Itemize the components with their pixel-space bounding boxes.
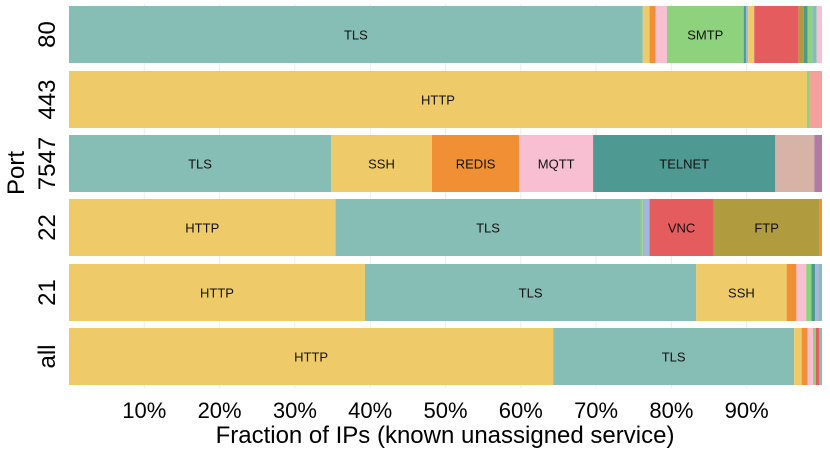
bar-segment-22-vnc bbox=[649, 199, 714, 256]
bar-segment-22-ftp bbox=[713, 199, 820, 256]
segment-label: VNC bbox=[668, 221, 695, 236]
row-label-21: 21 bbox=[34, 279, 61, 306]
bar-segment-21-4 bbox=[796, 264, 807, 321]
x-tick-label: 70% bbox=[574, 398, 618, 423]
segment-label: TLS bbox=[188, 157, 212, 172]
bar-segment-21-http bbox=[69, 264, 365, 321]
bar-segment-80-10 bbox=[803, 6, 808, 63]
x-tick-label: 90% bbox=[725, 398, 769, 423]
bar-segment-7547-tls bbox=[69, 135, 332, 192]
bar-segment-7547-6 bbox=[814, 135, 822, 192]
bar-segment-all-4 bbox=[807, 328, 813, 385]
bar-segment-21-5 bbox=[806, 264, 812, 321]
bar-segment-all-http bbox=[69, 328, 554, 385]
bar-segment-7547-5 bbox=[775, 135, 815, 192]
bar-segment-80-2 bbox=[649, 6, 656, 63]
bar-segment-all-5 bbox=[812, 328, 816, 385]
bar-segment-80-13 bbox=[816, 6, 822, 63]
segment-label: HTTP bbox=[294, 350, 328, 365]
bar-segment-7547-mqtt bbox=[519, 135, 594, 192]
segment-label: REDIS bbox=[456, 157, 496, 172]
segment-label: TELNET bbox=[659, 157, 709, 172]
x-tick-label: 60% bbox=[499, 398, 543, 423]
bar-row-443: HTTP bbox=[69, 71, 822, 128]
bar-segment-7547-redis bbox=[431, 135, 520, 192]
x-tick-label: 20% bbox=[198, 398, 242, 423]
grid-layer bbox=[143, 4, 748, 388]
bar-segment-80-6 bbox=[745, 6, 749, 63]
bar-segment-21-3 bbox=[786, 264, 797, 321]
row-label-all: all bbox=[34, 344, 61, 368]
row-label-22: 22 bbox=[34, 214, 61, 241]
x-tick-label: 10% bbox=[122, 398, 166, 423]
x-tick-labels: 10% 20% 30% 40% 50% 60% 70% 80% 90% bbox=[122, 398, 768, 423]
x-tick-label: 30% bbox=[273, 398, 317, 423]
row-label-7547: 7547 bbox=[34, 137, 61, 190]
bar-segment-22-http bbox=[69, 199, 336, 256]
bar-segment-22-2 bbox=[640, 199, 643, 256]
bar-segment-80-7 bbox=[748, 6, 755, 63]
bar-row-7547: TLS SSH REDIS MQTT TELNET bbox=[69, 135, 822, 192]
bar-segment-all-6 bbox=[815, 328, 819, 385]
bar-segment-80-11 bbox=[807, 6, 813, 63]
bar-segment-all-tls bbox=[553, 328, 795, 385]
row-label-443: 443 bbox=[34, 79, 61, 119]
row-labels-layer: 80 443 7547 22 21 all bbox=[34, 21, 61, 368]
bar-segment-22-tls bbox=[335, 199, 641, 256]
x-axis-title: Fraction of IPs (known unassigned servic… bbox=[216, 422, 675, 449]
bar-segment-80-tls bbox=[69, 6, 643, 63]
bar-segment-80-3 bbox=[655, 6, 667, 63]
segment-label: SSH bbox=[728, 286, 755, 301]
segment-label: FTP bbox=[754, 221, 779, 236]
bar-segment-21-7 bbox=[815, 264, 819, 321]
bar-segment-443-1 bbox=[806, 71, 810, 128]
bar-segment-21-8 bbox=[818, 264, 822, 321]
bar-segment-80-12 bbox=[812, 6, 817, 63]
bar-segment-80-9 bbox=[798, 6, 804, 63]
segment-label: TLS bbox=[519, 286, 543, 301]
bar-segment-21-tls bbox=[364, 264, 697, 321]
segment-label: SMTP bbox=[687, 28, 723, 43]
y-axis-title: Port bbox=[3, 151, 30, 195]
segment-label: SSH bbox=[368, 157, 395, 172]
bar-segment-all-3 bbox=[801, 328, 808, 385]
bar-row-80: TLS SMTP bbox=[69, 6, 822, 63]
segment-label: TLS bbox=[662, 350, 686, 365]
bar-segment-7547-ssh bbox=[331, 135, 432, 192]
segment-label: MQTT bbox=[538, 157, 575, 172]
row-label-80: 80 bbox=[34, 21, 61, 48]
segment-label: TLS bbox=[344, 28, 368, 43]
bar-segment-80-smtp bbox=[666, 6, 744, 63]
segment-label: HTTP bbox=[421, 93, 455, 108]
bar-segment-21-ssh bbox=[696, 264, 787, 321]
x-tick-label: 40% bbox=[348, 398, 392, 423]
bar-segment-22-6 bbox=[819, 199, 822, 256]
bar-segment-443-2 bbox=[809, 71, 822, 128]
bar-segment-443-http bbox=[69, 71, 807, 128]
bar-segment-21-6 bbox=[811, 264, 816, 321]
bar-row-22: HTTP TLS VNC FTP bbox=[69, 199, 822, 256]
bars-layer: TLS SMTP HTTP TLS SSH REDIS MQTT TELNET HTTP TLS V… bbox=[69, 6, 822, 385]
bar-segment-80-8 bbox=[754, 6, 799, 63]
bar-segment-all-2 bbox=[794, 328, 802, 385]
bar-segment-22-3 bbox=[642, 199, 650, 256]
bar-segment-7547-telnet bbox=[593, 135, 776, 192]
bar-row-21: HTTP TLS SSH bbox=[69, 264, 822, 321]
bar-row-all: HTTP TLS bbox=[69, 328, 822, 385]
x-tick-label: 50% bbox=[423, 398, 467, 423]
x-tick-label: 80% bbox=[649, 398, 693, 423]
segment-label: TLS bbox=[476, 221, 500, 236]
bar-segment-80-1 bbox=[642, 6, 650, 63]
segment-label: HTTP bbox=[185, 221, 219, 236]
bar-segment-all-7 bbox=[818, 328, 822, 385]
bar-segment-80-5 bbox=[743, 6, 746, 63]
segment-label: HTTP bbox=[200, 286, 234, 301]
